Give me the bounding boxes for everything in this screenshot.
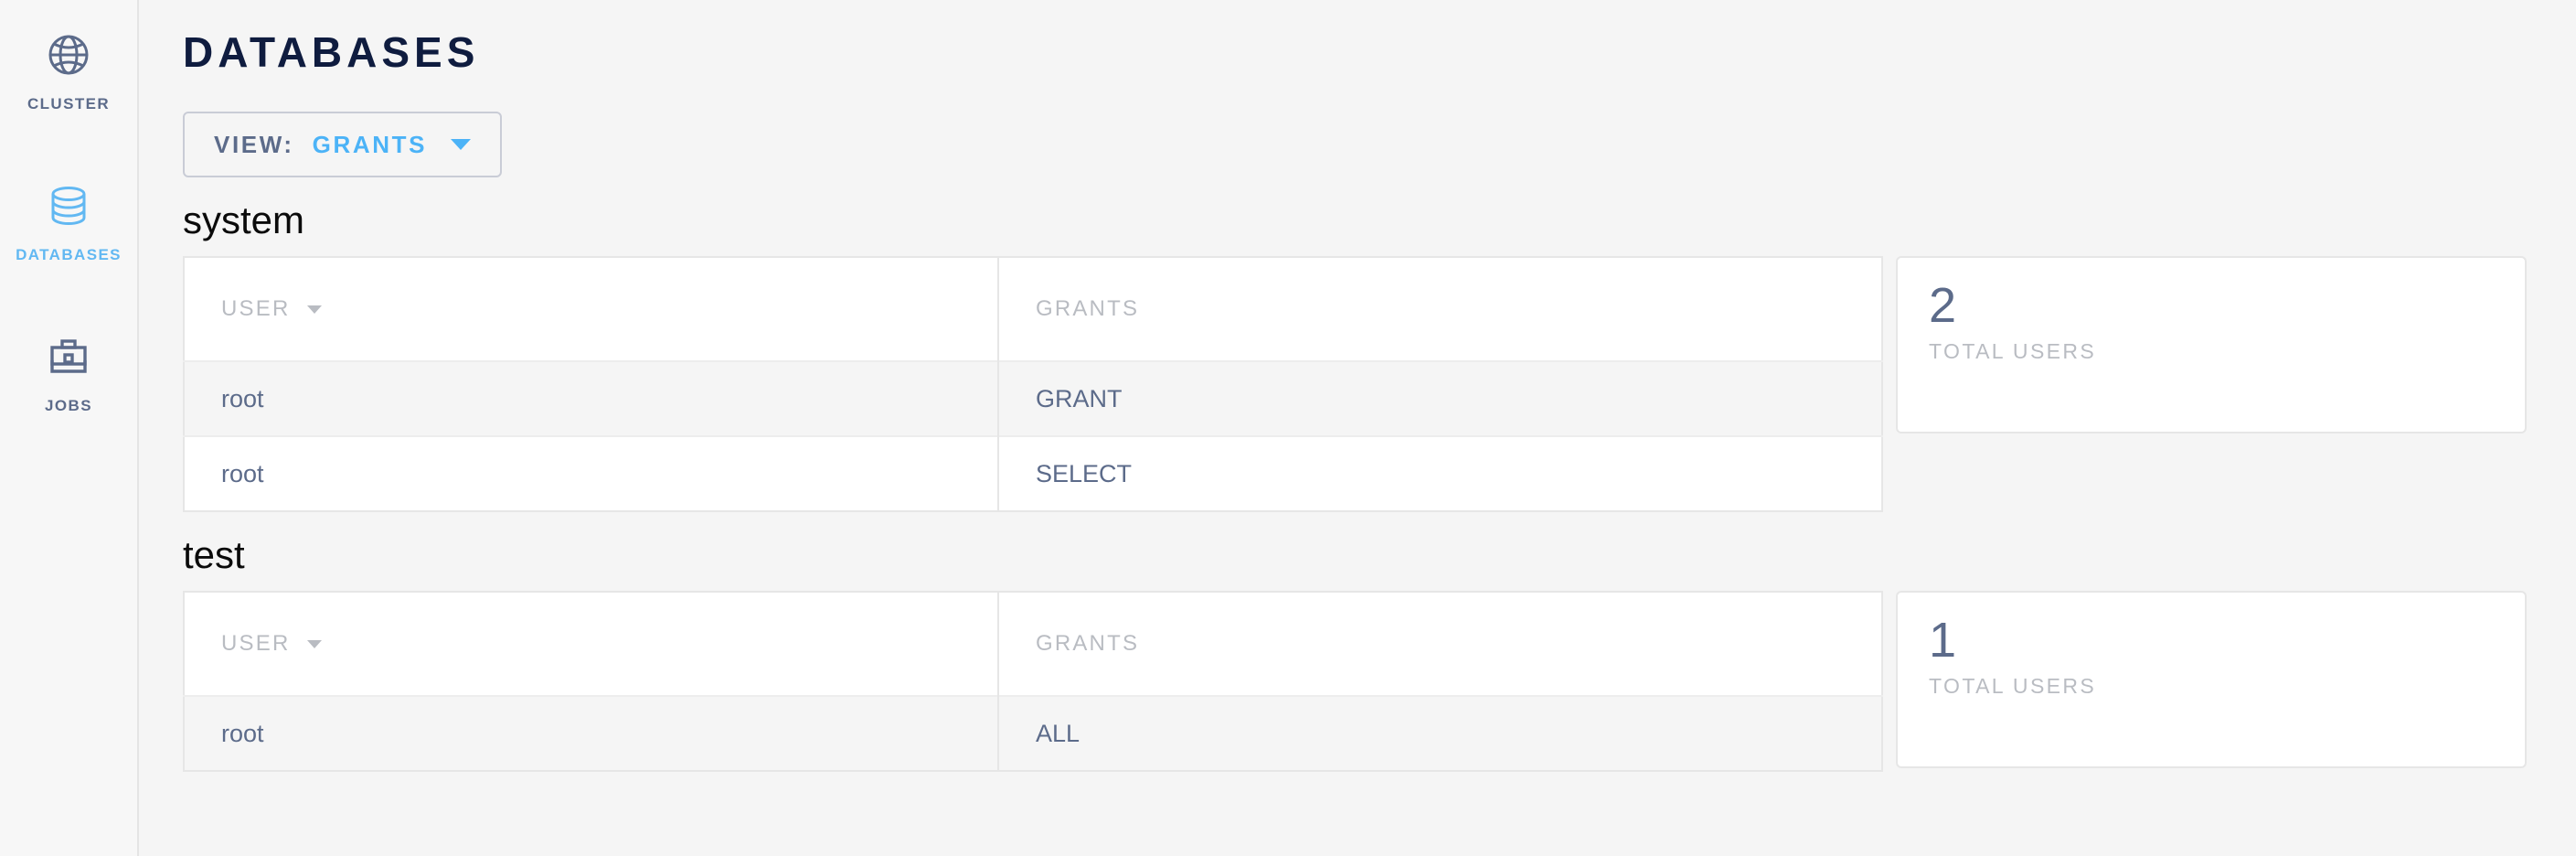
grants-table: USER GRANTS root GRANT — [183, 256, 1883, 512]
cell-grant: GRANT — [997, 360, 1882, 436]
column-header-user-label: USER — [221, 296, 291, 321]
total-users-label: TOTAL USERS — [1929, 338, 2097, 363]
database-name: test — [183, 533, 245, 576]
column-header-grants-label: GRANTS — [1035, 296, 1140, 321]
database-icon — [43, 180, 94, 231]
sidebar: CLUSTER DATABASES — [0, 0, 139, 856]
briefcase-icon — [43, 331, 94, 382]
cell-grant: ALL — [997, 695, 1882, 771]
cell-user: root — [184, 435, 999, 511]
table-header-row: USER GRANTS — [184, 592, 1882, 696]
view-selector-label: VIEW: — [214, 130, 294, 158]
table-row[interactable]: root ALL — [184, 695, 1882, 771]
cell-user: root — [184, 360, 999, 436]
total-users-card: 2 TOTAL USERS — [1896, 256, 2527, 433]
sidebar-item-label-jobs: JOBS — [45, 397, 92, 414]
sidebar-item-label-databases: DATABASES — [16, 246, 122, 263]
sidebar-item-jobs[interactable]: JOBS — [0, 318, 138, 469]
sort-descending-icon — [307, 640, 323, 649]
globe-icon — [43, 29, 94, 80]
page-title: DATABASES — [183, 28, 480, 76]
main-content: DATABASES VIEW: GRANTS system USER — [139, 0, 2576, 856]
column-header-grants[interactable]: GRANTS — [997, 592, 1882, 696]
sort-descending-icon — [307, 305, 323, 315]
cell-user: root — [184, 695, 999, 771]
total-users-value: 1 — [1929, 613, 1957, 668]
column-header-grants-label: GRANTS — [1035, 631, 1140, 656]
total-users-label: TOTAL USERS — [1929, 673, 2097, 698]
sidebar-item-label-cluster: CLUSTER — [27, 95, 111, 112]
table-header-row: USER GRANTS — [184, 257, 1882, 361]
chevron-down-icon — [451, 139, 472, 150]
sidebar-item-cluster[interactable]: CLUSTER — [0, 16, 138, 167]
column-header-grants[interactable]: GRANTS — [997, 257, 1882, 361]
view-selector-dropdown[interactable]: VIEW: GRANTS — [183, 112, 503, 177]
cell-grant: SELECT — [997, 435, 1882, 511]
database-section-body: USER GRANTS root GRANT — [183, 256, 2576, 512]
database-section-system: system USER GRANTS — [183, 201, 2576, 512]
table-row[interactable]: root GRANT — [184, 360, 1882, 436]
table-row[interactable]: root SELECT — [184, 435, 1882, 511]
sidebar-item-databases[interactable]: DATABASES — [0, 167, 138, 318]
total-users-value: 2 — [1929, 278, 1957, 333]
view-selector-value: GRANTS — [312, 130, 428, 158]
column-header-user[interactable]: USER — [184, 257, 999, 361]
column-header-user-label: USER — [221, 631, 291, 656]
database-name: system — [183, 198, 305, 241]
database-section-body: USER GRANTS root ALL — [183, 591, 2576, 772]
column-header-user[interactable]: USER — [184, 592, 999, 696]
database-section-test: test USER GRANTS — [183, 536, 2576, 772]
total-users-card: 1 TOTAL USERS — [1896, 591, 2527, 768]
grants-table: USER GRANTS root ALL — [183, 591, 1883, 772]
